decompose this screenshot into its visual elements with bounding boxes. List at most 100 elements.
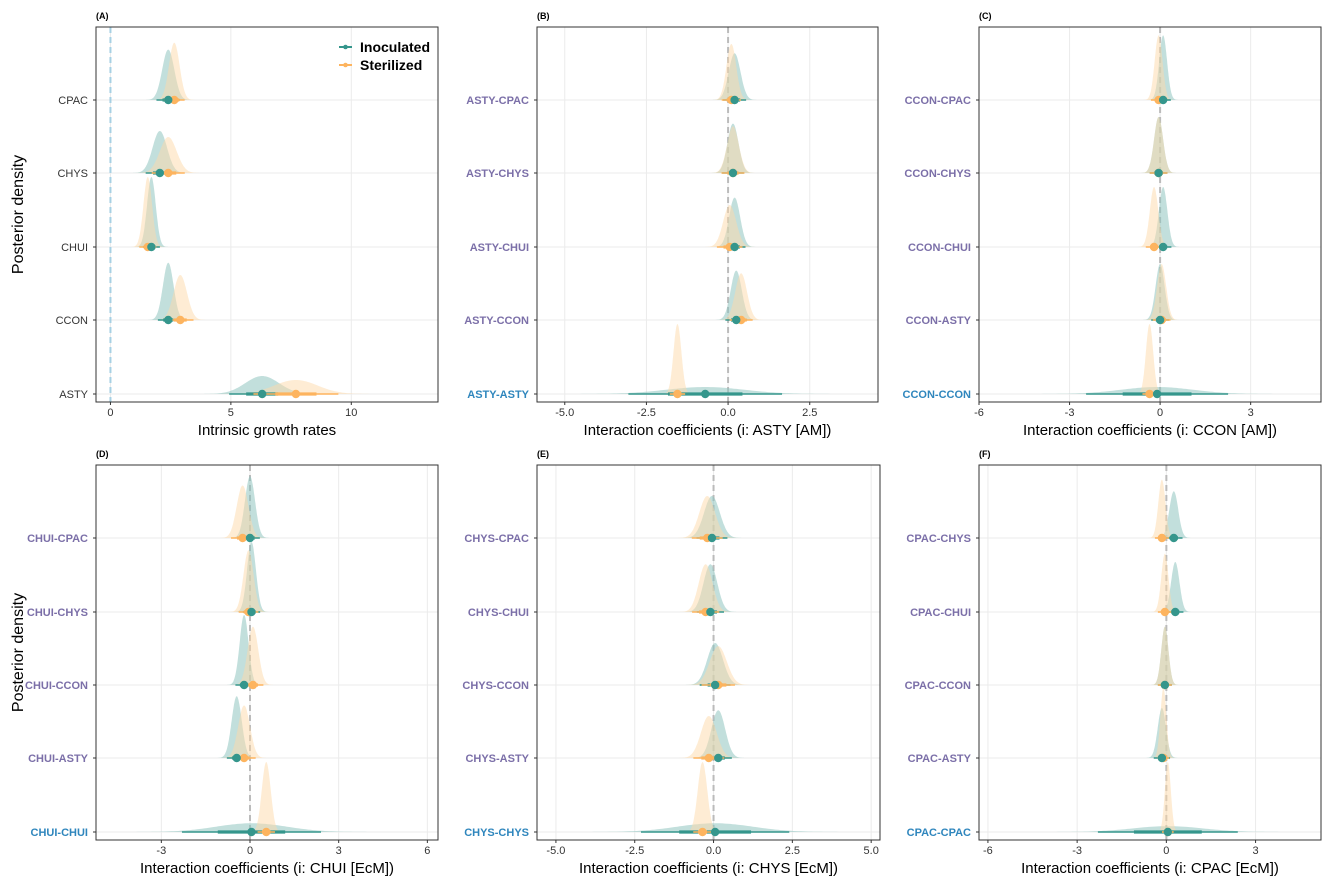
density-sterilized-chys-asty bbox=[677, 716, 741, 758]
panel-tag: (F) bbox=[979, 449, 991, 459]
density-sterilized-asty bbox=[209, 380, 383, 394]
row-label: CHYS-CHYS bbox=[464, 827, 529, 839]
x-tick-label: 5 bbox=[228, 407, 234, 419]
median-point-sterilized bbox=[262, 827, 271, 837]
median-point-inoculated bbox=[155, 168, 165, 178]
density-sterilized-cpac bbox=[153, 42, 196, 100]
density-sterilized-ccon-asty bbox=[1143, 264, 1180, 320]
median-point-inoculated bbox=[730, 242, 739, 252]
density-sterilized-chui-chui bbox=[248, 762, 284, 832]
median-point-sterilized bbox=[1160, 607, 1170, 617]
median-point-sterilized bbox=[1149, 242, 1159, 252]
row-label: CCON-CHUI bbox=[908, 242, 971, 254]
density-sterilized-chys-ccon bbox=[684, 646, 753, 685]
median-point-sterilized bbox=[673, 389, 682, 399]
row-label: ASTY bbox=[59, 389, 88, 401]
density-sterilized-cpac-cpac bbox=[1155, 762, 1180, 832]
density-sterilized-chui-chys bbox=[228, 550, 269, 612]
x-tick-label: -6 bbox=[974, 407, 984, 419]
median-point-inoculated bbox=[732, 315, 741, 325]
density-sterilized-asty-chui bbox=[703, 205, 756, 247]
median-point-inoculated bbox=[245, 533, 255, 543]
row-label: ASTY-CCON bbox=[464, 315, 529, 327]
row-label: CHYS-CPAC bbox=[464, 533, 529, 545]
median-point-inoculated bbox=[1163, 827, 1173, 837]
median-point-inoculated bbox=[247, 607, 256, 617]
panel-d: (D) -3 0 3 6 CHUI-CPAC CHUI-CHYS CHUI-CCON CHUI-… bbox=[10, 449, 439, 877]
density-sterilized-asty-asty bbox=[661, 324, 694, 394]
median-point-inoculated bbox=[147, 242, 156, 252]
x-tick-label: 3 bbox=[1253, 845, 1259, 857]
row-label: ASTY-CHYS bbox=[466, 168, 529, 180]
x-tick-label: -2.5 bbox=[625, 845, 644, 857]
density-layer bbox=[1025, 479, 1311, 837]
x-tick-label: 0 bbox=[247, 845, 253, 857]
density-inoculated-chui-ccon bbox=[226, 615, 262, 685]
density-sterilized-ccon bbox=[153, 275, 208, 320]
median-point-sterilized bbox=[1145, 389, 1154, 399]
median-point-inoculated bbox=[1171, 607, 1180, 617]
density-sterilized-asty-ccon bbox=[717, 273, 765, 320]
density-sterilized-ccon-chys bbox=[1140, 117, 1177, 173]
panel-tag: (D) bbox=[96, 449, 109, 459]
median-point-inoculated bbox=[1169, 533, 1178, 543]
panel-border bbox=[536, 464, 881, 841]
density-inoculated-asty bbox=[194, 376, 330, 394]
x-tick-label: -5.0 bbox=[555, 407, 574, 419]
density-sterilized-cpac-asty bbox=[1151, 688, 1176, 758]
median-point-inoculated bbox=[728, 168, 738, 178]
median-point-inoculated bbox=[164, 315, 173, 325]
row-label: CCON-CPAC bbox=[905, 95, 971, 107]
x-tick-label: 0 bbox=[1163, 845, 1169, 857]
row-label: CPAC-CCON bbox=[905, 680, 971, 692]
density-sterilized-chui-cpac bbox=[219, 485, 267, 538]
x-tick-label: 3 bbox=[1248, 407, 1254, 419]
median-point-inoculated bbox=[1160, 680, 1170, 690]
legend-label-sterilized: Sterilized bbox=[360, 57, 422, 73]
density-sterilized-chys-chys bbox=[683, 762, 722, 832]
panel-a: (A) 0 5 10 CPAC CHYS CHUI CCON ASTY Intrinsic gro… bbox=[10, 11, 439, 439]
x-axis-label: Interaction coefficients (i: CHUI [EcM]) bbox=[140, 860, 394, 877]
row-label: CHYS-CCON bbox=[462, 680, 529, 692]
x-axis-label: Interaction coefficients (i: ASTY [AM]) bbox=[584, 422, 832, 439]
y-axis-label: Posterior density bbox=[10, 155, 27, 274]
x-tick-label: -3 bbox=[1065, 407, 1075, 419]
x-tick-label: 0 bbox=[107, 407, 113, 419]
x-axis-label: Interaction coefficients (i: CHYS [EcM]) bbox=[579, 860, 838, 877]
density-inoculated-chui-chui bbox=[109, 823, 394, 832]
median-point-inoculated bbox=[239, 680, 249, 690]
row-label: ASTY-ASTY bbox=[467, 389, 529, 401]
median-point-sterilized bbox=[238, 533, 247, 543]
panel-e: (E) -5.0 -2.5 0.0 2.5 5.0 CHYS-CPAC CHYS-CHUI CH… bbox=[462, 449, 881, 877]
row-label: CHUI-CHUI bbox=[31, 827, 88, 839]
panel-border bbox=[95, 464, 439, 841]
density-layer bbox=[109, 476, 394, 837]
x-tick-label: -2.5 bbox=[637, 407, 656, 419]
median-point-inoculated bbox=[730, 95, 739, 105]
x-tick-label: 2.5 bbox=[802, 407, 817, 419]
median-point-inoculated bbox=[706, 607, 715, 617]
row-label: CPAC-CHUI bbox=[910, 607, 971, 619]
density-sterilized-chui bbox=[130, 177, 166, 247]
x-tick-label: 0.0 bbox=[706, 845, 721, 857]
median-point-inoculated bbox=[1158, 242, 1168, 252]
row-label: CPAC-ASTY bbox=[908, 753, 972, 765]
median-point-inoculated bbox=[232, 753, 241, 763]
density-sterilized-chys-cpac bbox=[675, 496, 739, 538]
panel-tag: (C) bbox=[979, 11, 992, 21]
density-inoculated-ccon-chui bbox=[1146, 187, 1180, 247]
x-tick-label: -6 bbox=[983, 845, 993, 857]
x-tick-label: 3 bbox=[336, 845, 342, 857]
x-tick-label: 6 bbox=[424, 845, 430, 857]
row-label: CCON-CCON bbox=[903, 389, 971, 401]
row-label: CHUI bbox=[61, 242, 88, 254]
panel-border bbox=[536, 26, 879, 403]
legend: Inoculated Sterilized bbox=[339, 39, 430, 73]
panel-border bbox=[978, 464, 1322, 841]
density-inoculated-cpac-chui bbox=[1158, 562, 1192, 612]
density-sterilized-ccon-cpac bbox=[1142, 35, 1175, 100]
x-axis-label: Interaction coefficients (i: CCON [AM]) bbox=[1023, 422, 1277, 439]
row-label: ASTY-CPAC bbox=[466, 95, 529, 107]
median-point-sterilized bbox=[1157, 533, 1167, 543]
